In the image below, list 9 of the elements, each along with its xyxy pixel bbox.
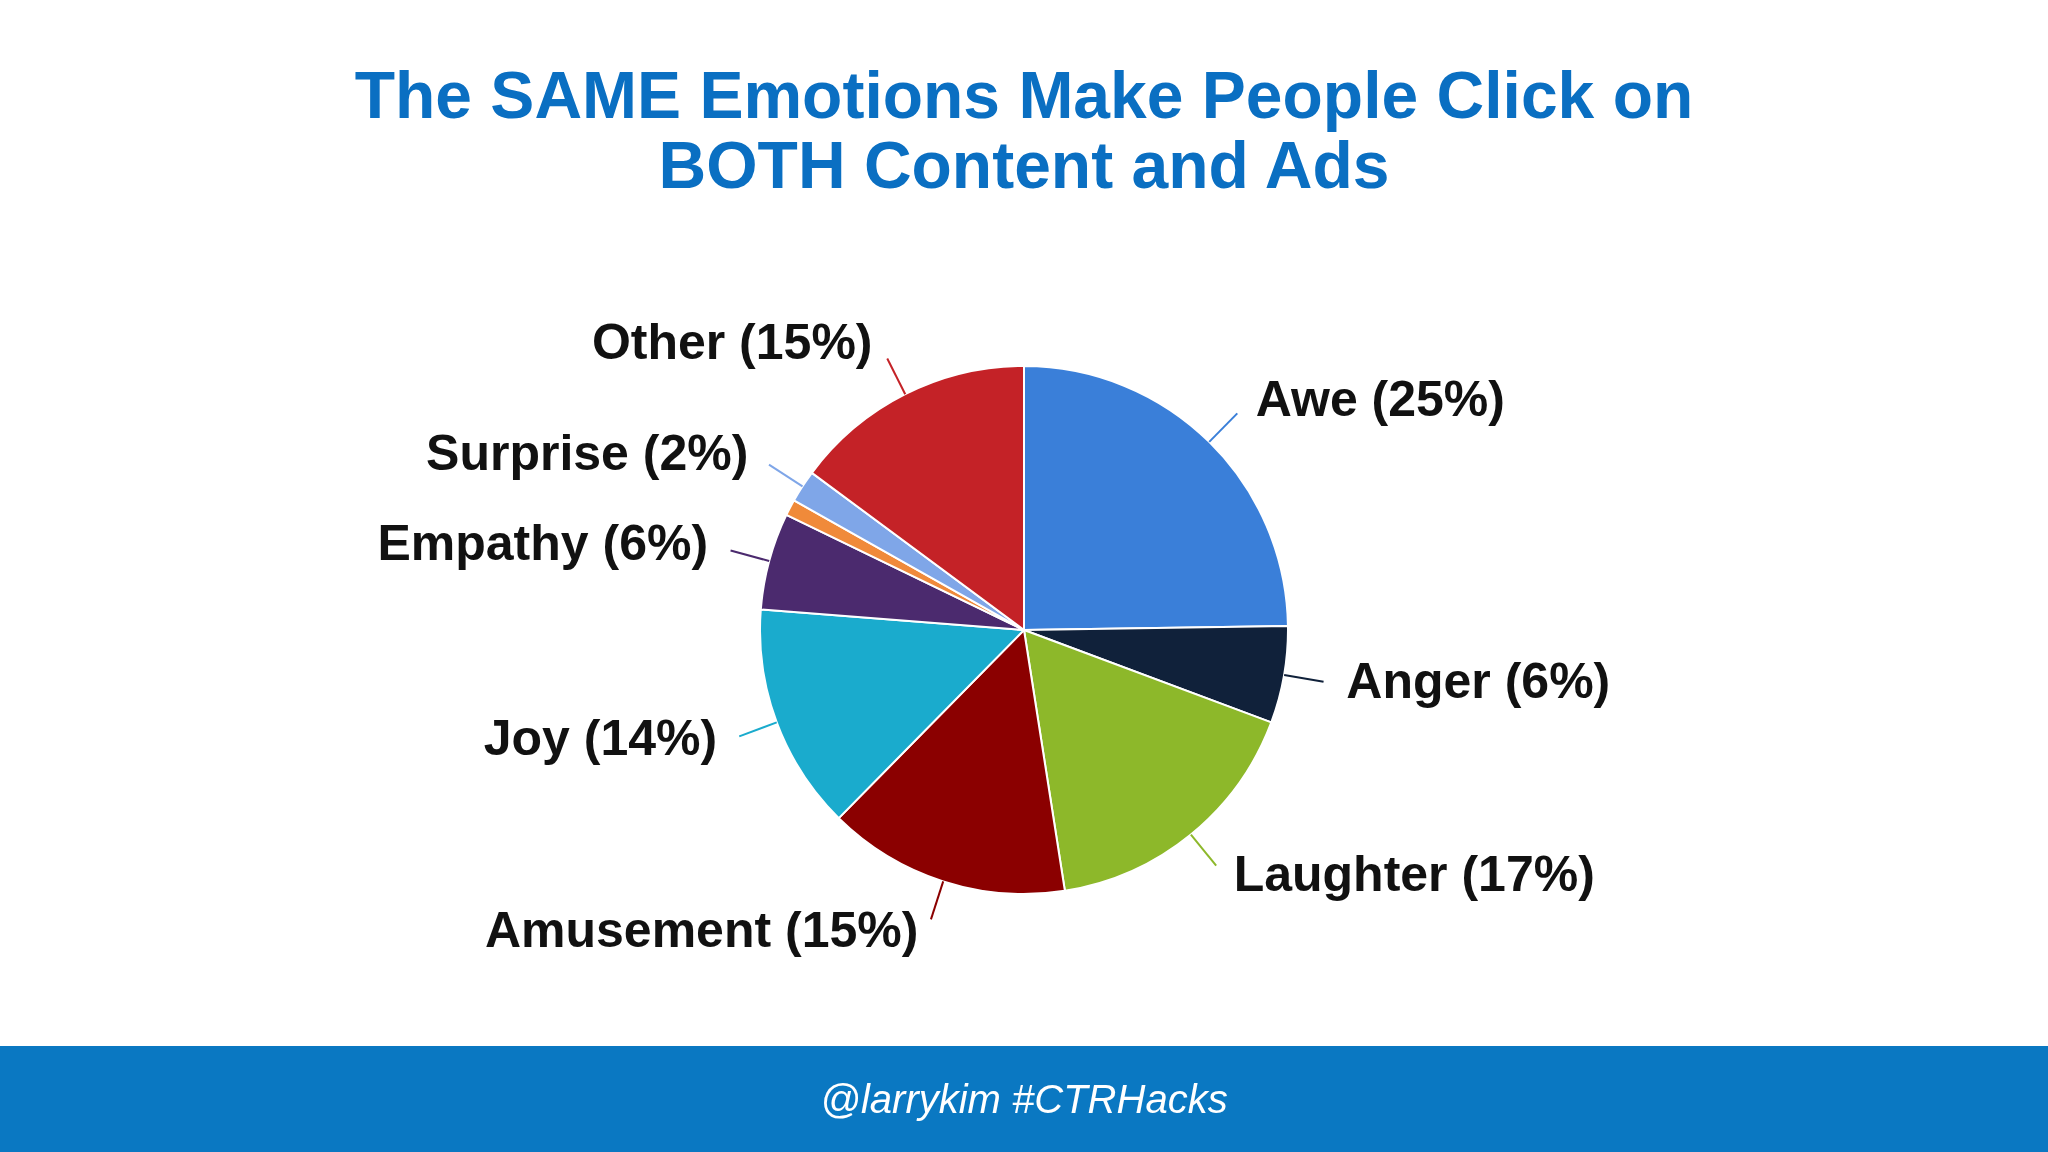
slice-label: Empathy (6%) bbox=[377, 515, 709, 572]
slice-label: Joy (14%) bbox=[483, 710, 718, 767]
slice-label: Anger (6%) bbox=[1346, 653, 1611, 710]
slice-label: Laughter (17%) bbox=[1233, 845, 1595, 902]
chart-title: The SAME Emotions Make People Click on BOTH Content and Ads bbox=[353, 58, 1695, 202]
slice-label: Other (15%) bbox=[591, 313, 873, 370]
slice-label: Amusement (15%) bbox=[484, 902, 919, 959]
slice-label: Surprise (2%) bbox=[426, 425, 749, 482]
slice-label: Awe (25%) bbox=[1255, 371, 1505, 428]
